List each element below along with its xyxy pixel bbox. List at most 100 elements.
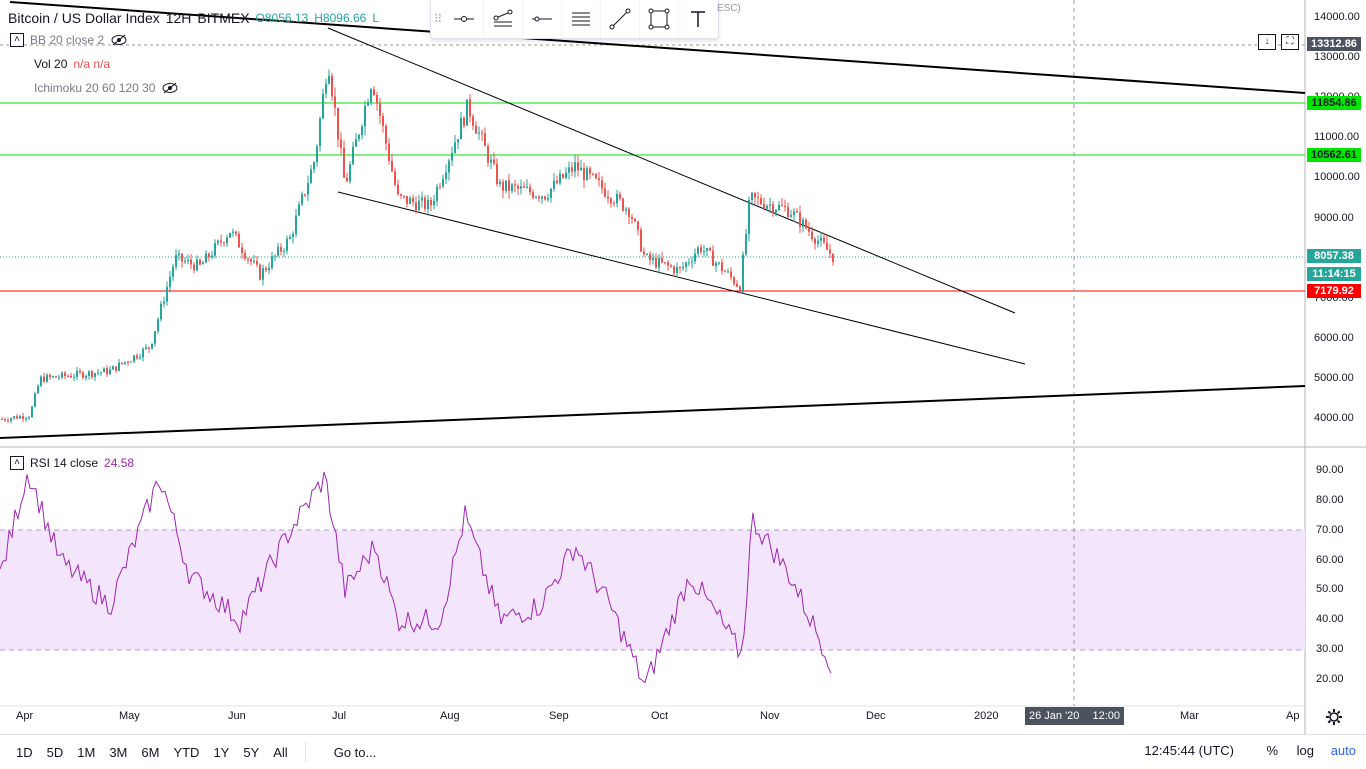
candle-body <box>508 180 510 191</box>
rsi-label: RSI 14 close <box>30 456 99 470</box>
toolbar-drag-handle[interactable]: ⠿ <box>433 12 443 26</box>
legend-vol[interactable]: Vol 20 n/a n/a <box>34 57 110 71</box>
candle-body <box>616 193 618 204</box>
crosshair-date: 26 Jan '20 <box>1029 710 1080 722</box>
candle-body <box>328 75 330 84</box>
interval-label[interactable]: 12H <box>165 10 192 26</box>
download-button[interactable]: ↓ <box>1258 34 1276 50</box>
vol-values: n/a n/a <box>73 57 111 71</box>
candle-body <box>568 167 570 173</box>
trend-line-button[interactable] <box>601 0 640 38</box>
candle-body <box>382 115 384 126</box>
candle-body <box>157 319 159 332</box>
candle-body <box>295 215 297 234</box>
candle-body <box>517 185 519 189</box>
symbol-title[interactable]: Bitcoin / US Dollar Index <box>8 10 160 26</box>
candle-body <box>61 372 63 378</box>
price-tick: 6000.00 <box>1314 331 1354 344</box>
long-resistance-trendline <box>9 1 1306 94</box>
utc-clock[interactable]: 12:45:44 (UTC) <box>1144 743 1234 758</box>
rsi-tick: 20.00 <box>1316 673 1344 685</box>
legend-ichimoku[interactable]: Ichimoku 20 60 120 30 <box>34 81 179 95</box>
range-button-5y[interactable]: 5Y <box>243 744 260 760</box>
candle-body <box>22 416 24 419</box>
candle-body <box>127 361 129 363</box>
collapse-legend-button[interactable]: ˄ <box>10 33 24 47</box>
open-value: O8056.13 <box>255 11 309 25</box>
settings-gear-icon[interactable] <box>1325 708 1343 726</box>
horizontal-ray-button[interactable] <box>445 0 484 38</box>
separator <box>304 742 306 762</box>
price-label-badge: 11854.86 <box>1307 96 1361 110</box>
candle-body <box>211 255 213 258</box>
time-tick: Mar <box>1180 710 1199 722</box>
fullscreen-button[interactable]: ⛶ <box>1281 34 1299 50</box>
candle-body <box>52 376 54 378</box>
range-button-1y[interactable]: 1Y <box>213 744 230 760</box>
candle-body <box>82 372 84 378</box>
candle-body <box>67 376 69 378</box>
goto-button[interactable]: Go to... <box>333 744 377 760</box>
candle-body <box>343 147 345 178</box>
percent-toggle[interactable]: % <box>1266 743 1278 758</box>
candle-body <box>274 255 276 257</box>
range-button-6m[interactable]: 6M <box>141 744 160 760</box>
candle-body <box>436 186 438 201</box>
candle-body <box>364 105 366 127</box>
candle-body <box>622 198 624 211</box>
candle-body <box>742 254 744 293</box>
pitchfan-button[interactable] <box>562 0 601 38</box>
candle-body <box>130 361 132 363</box>
candle-body <box>643 251 645 255</box>
legend-rsi[interactable]: ˄ RSI 14 close 24.58 <box>10 456 134 470</box>
text-tool-button[interactable] <box>679 0 717 38</box>
log-toggle[interactable]: log <box>1296 743 1314 758</box>
parallel-channel-button[interactable] <box>484 0 523 38</box>
candle-body <box>268 268 270 271</box>
legend-bb[interactable]: ˄ BB 20 close 2 <box>10 33 128 47</box>
candle-body <box>214 243 216 256</box>
candle-body <box>658 257 660 268</box>
range-button-ytd[interactable]: YTD <box>173 744 200 760</box>
range-button-1m[interactable]: 1M <box>77 744 96 760</box>
candle-body <box>826 242 828 250</box>
price-label-badge: 13312.86 <box>1307 37 1361 51</box>
candle-body <box>139 357 141 359</box>
rsi-tick: 80.00 <box>1316 493 1344 506</box>
fullscreen-icon: ⛶ <box>1286 36 1294 47</box>
candle-body <box>184 261 186 263</box>
range-button-5d[interactable]: 5D <box>46 744 64 760</box>
candle-body <box>325 83 327 94</box>
auto-toggle[interactable]: auto <box>1330 743 1356 758</box>
time-tick: Dec <box>866 710 886 722</box>
range-button-3m[interactable]: 3M <box>109 744 128 760</box>
eye-crossed-icon[interactable] <box>161 82 179 94</box>
candle-body <box>619 193 621 199</box>
candle-body <box>733 277 735 284</box>
candle-body <box>37 385 39 394</box>
candle-body <box>175 255 177 267</box>
candle-body <box>442 178 444 187</box>
rsi-tick: 70.00 <box>1316 523 1344 536</box>
candle-body <box>103 368 105 373</box>
eye-crossed-icon[interactable] <box>110 34 128 46</box>
candle-body <box>724 271 726 273</box>
candle-body <box>313 162 315 170</box>
candle-body <box>190 259 192 265</box>
range-button-1d[interactable]: 1D <box>16 744 33 760</box>
candle-body <box>181 253 183 262</box>
rectangle-button[interactable] <box>640 0 679 38</box>
candle-body <box>64 372 66 377</box>
candle-body <box>688 262 690 264</box>
horizontal-ray-icon <box>454 16 474 22</box>
candle-body <box>748 200 750 235</box>
range-button-all[interactable]: All <box>273 744 288 760</box>
candle-body <box>322 93 324 119</box>
candle-body <box>331 75 333 97</box>
horizontal-line-button[interactable] <box>523 0 562 38</box>
bb-label: BB 20 close 2 <box>30 33 105 47</box>
candle-body <box>463 117 465 126</box>
collapse-rsi-legend-button[interactable]: ˄ <box>10 456 24 470</box>
candle-body <box>94 373 96 378</box>
